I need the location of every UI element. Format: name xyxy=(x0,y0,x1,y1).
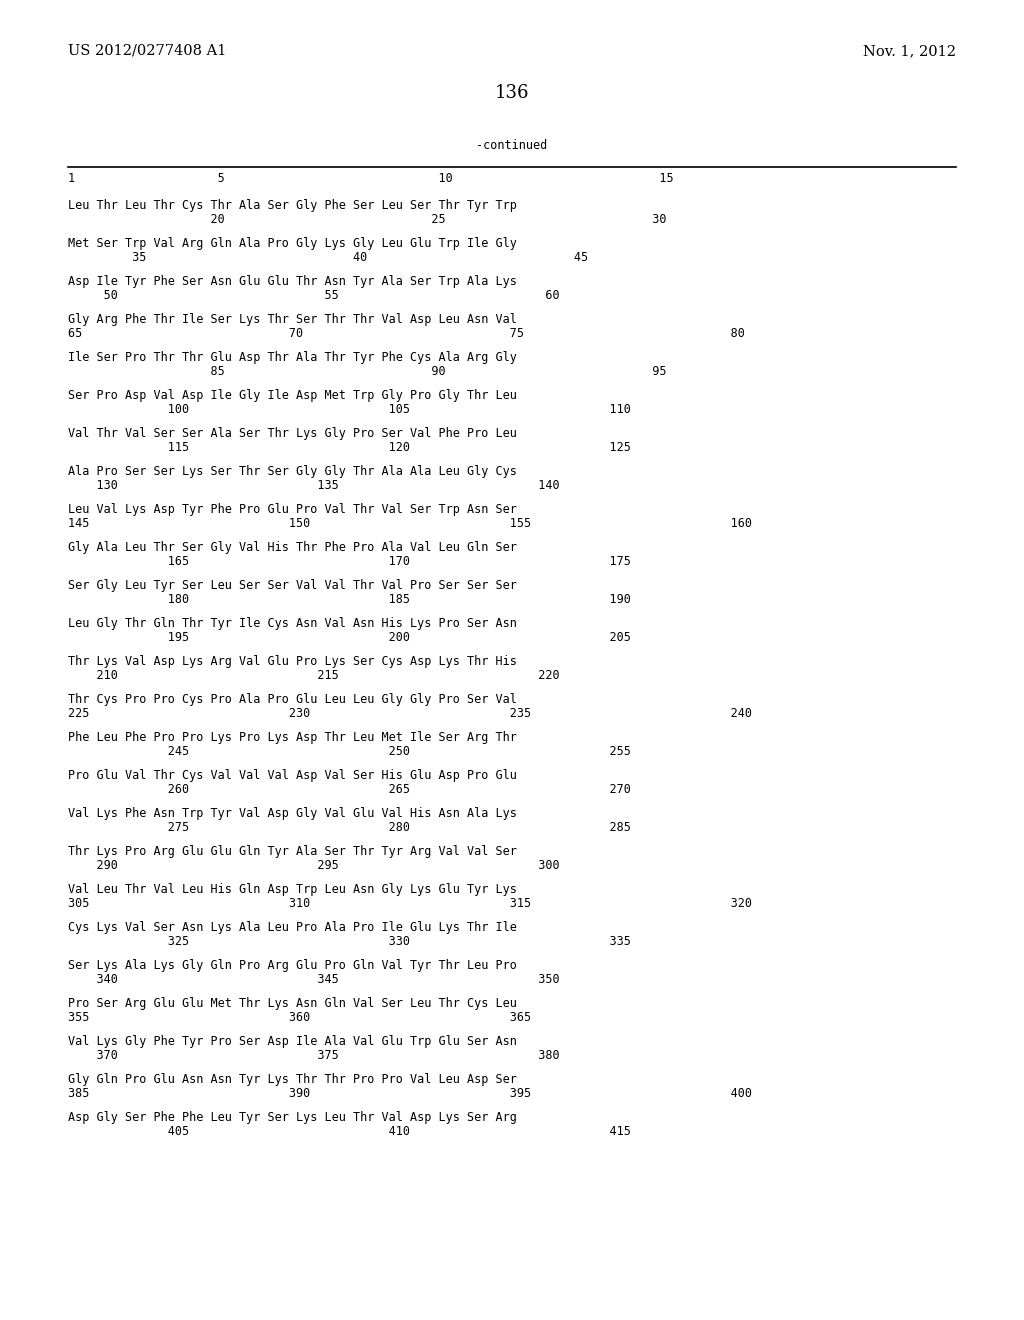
Text: 305                            310                            315               : 305 310 315 xyxy=(68,898,752,909)
Text: Met Ser Trp Val Arg Gln Ala Pro Gly Lys Gly Leu Glu Trp Ile Gly: Met Ser Trp Val Arg Gln Ala Pro Gly Lys … xyxy=(68,238,517,249)
Text: Asp Gly Ser Phe Phe Leu Tyr Ser Lys Leu Thr Val Asp Lys Ser Arg: Asp Gly Ser Phe Phe Leu Tyr Ser Lys Leu … xyxy=(68,1111,517,1125)
Text: 260                            265                            270: 260 265 270 xyxy=(68,783,631,796)
Text: 405                            410                            415: 405 410 415 xyxy=(68,1125,631,1138)
Text: Thr Lys Val Asp Lys Arg Val Glu Pro Lys Ser Cys Asp Lys Thr His: Thr Lys Val Asp Lys Arg Val Glu Pro Lys … xyxy=(68,655,517,668)
Text: Thr Lys Pro Arg Glu Glu Gln Tyr Ala Ser Thr Tyr Arg Val Val Ser: Thr Lys Pro Arg Glu Glu Gln Tyr Ala Ser … xyxy=(68,845,517,858)
Text: Gly Ala Leu Thr Ser Gly Val His Thr Phe Pro Ala Val Leu Gln Ser: Gly Ala Leu Thr Ser Gly Val His Thr Phe … xyxy=(68,541,517,554)
Text: -continued: -continued xyxy=(476,139,548,152)
Text: Gly Gln Pro Glu Asn Asn Tyr Lys Thr Thr Pro Pro Val Leu Asp Ser: Gly Gln Pro Glu Asn Asn Tyr Lys Thr Thr … xyxy=(68,1073,517,1086)
Text: Gly Arg Phe Thr Ile Ser Lys Thr Ser Thr Thr Val Asp Leu Asn Val: Gly Arg Phe Thr Ile Ser Lys Thr Ser Thr … xyxy=(68,313,517,326)
Text: 20                             25                             30: 20 25 30 xyxy=(68,213,667,226)
Text: 385                            390                            395               : 385 390 395 xyxy=(68,1086,752,1100)
Text: 65                             70                             75                : 65 70 75 xyxy=(68,327,744,341)
Text: 225                            230                            235               : 225 230 235 xyxy=(68,708,752,719)
Text: Phe Leu Phe Pro Pro Lys Pro Lys Asp Thr Leu Met Ile Ser Arg Thr: Phe Leu Phe Pro Pro Lys Pro Lys Asp Thr … xyxy=(68,731,517,744)
Text: Leu Gly Thr Gln Thr Tyr Ile Cys Asn Val Asn His Lys Pro Ser Asn: Leu Gly Thr Gln Thr Tyr Ile Cys Asn Val … xyxy=(68,616,517,630)
Text: 195                            200                            205: 195 200 205 xyxy=(68,631,631,644)
Text: 275                            280                            285: 275 280 285 xyxy=(68,821,631,834)
Text: Leu Thr Leu Thr Cys Thr Ala Ser Gly Phe Ser Leu Ser Thr Tyr Trp: Leu Thr Leu Thr Cys Thr Ala Ser Gly Phe … xyxy=(68,199,517,213)
Text: Pro Ser Arg Glu Glu Met Thr Lys Asn Gln Val Ser Leu Thr Cys Leu: Pro Ser Arg Glu Glu Met Thr Lys Asn Gln … xyxy=(68,997,517,1010)
Text: Ser Gly Leu Tyr Ser Leu Ser Ser Val Val Thr Val Pro Ser Ser Ser: Ser Gly Leu Tyr Ser Leu Ser Ser Val Val … xyxy=(68,579,517,591)
Text: Nov. 1, 2012: Nov. 1, 2012 xyxy=(863,44,956,58)
Text: 35                             40                             45: 35 40 45 xyxy=(68,251,588,264)
Text: 136: 136 xyxy=(495,84,529,102)
Text: 145                            150                            155               : 145 150 155 xyxy=(68,517,752,531)
Text: 340                            345                            350: 340 345 350 xyxy=(68,973,560,986)
Text: Ile Ser Pro Thr Thr Glu Asp Thr Ala Thr Tyr Phe Cys Ala Arg Gly: Ile Ser Pro Thr Thr Glu Asp Thr Ala Thr … xyxy=(68,351,517,364)
Text: US 2012/0277408 A1: US 2012/0277408 A1 xyxy=(68,44,226,58)
Text: Ser Lys Ala Lys Gly Gln Pro Arg Glu Pro Gln Val Tyr Thr Leu Pro: Ser Lys Ala Lys Gly Gln Pro Arg Glu Pro … xyxy=(68,960,517,972)
Text: Asp Ile Tyr Phe Ser Asn Glu Glu Thr Asn Tyr Ala Ser Trp Ala Lys: Asp Ile Tyr Phe Ser Asn Glu Glu Thr Asn … xyxy=(68,275,517,288)
Text: 115                            120                            125: 115 120 125 xyxy=(68,441,631,454)
Text: 245                            250                            255: 245 250 255 xyxy=(68,744,631,758)
Text: 85                             90                             95: 85 90 95 xyxy=(68,366,667,378)
Text: 325                            330                            335: 325 330 335 xyxy=(68,935,631,948)
Text: Thr Cys Pro Pro Cys Pro Ala Pro Glu Leu Leu Gly Gly Pro Ser Val: Thr Cys Pro Pro Cys Pro Ala Pro Glu Leu … xyxy=(68,693,517,706)
Text: 165                            170                            175: 165 170 175 xyxy=(68,554,631,568)
Text: Val Lys Gly Phe Tyr Pro Ser Asp Ile Ala Val Glu Trp Glu Ser Asn: Val Lys Gly Phe Tyr Pro Ser Asp Ile Ala … xyxy=(68,1035,517,1048)
Text: Val Leu Thr Val Leu His Gln Asp Trp Leu Asn Gly Lys Glu Tyr Lys: Val Leu Thr Val Leu His Gln Asp Trp Leu … xyxy=(68,883,517,896)
Text: Ser Pro Asp Val Asp Ile Gly Ile Asp Met Trp Gly Pro Gly Thr Leu: Ser Pro Asp Val Asp Ile Gly Ile Asp Met … xyxy=(68,389,517,403)
Text: 130                            135                            140: 130 135 140 xyxy=(68,479,560,492)
Text: Leu Val Lys Asp Tyr Phe Pro Glu Pro Val Thr Val Ser Trp Asn Ser: Leu Val Lys Asp Tyr Phe Pro Glu Pro Val … xyxy=(68,503,517,516)
Text: 290                            295                            300: 290 295 300 xyxy=(68,859,560,873)
Text: 1                    5                              10                          : 1 5 10 xyxy=(68,172,674,185)
Text: 370                            375                            380: 370 375 380 xyxy=(68,1049,560,1063)
Text: 180                            185                            190: 180 185 190 xyxy=(68,593,631,606)
Text: Val Lys Phe Asn Trp Tyr Val Asp Gly Val Glu Val His Asn Ala Lys: Val Lys Phe Asn Trp Tyr Val Asp Gly Val … xyxy=(68,807,517,820)
Text: 50                             55                             60: 50 55 60 xyxy=(68,289,560,302)
Text: 210                            215                            220: 210 215 220 xyxy=(68,669,560,682)
Text: Val Thr Val Ser Ser Ala Ser Thr Lys Gly Pro Ser Val Phe Pro Leu: Val Thr Val Ser Ser Ala Ser Thr Lys Gly … xyxy=(68,426,517,440)
Text: Cys Lys Val Ser Asn Lys Ala Leu Pro Ala Pro Ile Glu Lys Thr Ile: Cys Lys Val Ser Asn Lys Ala Leu Pro Ala … xyxy=(68,921,517,935)
Text: Ala Pro Ser Ser Lys Ser Thr Ser Gly Gly Thr Ala Ala Leu Gly Cys: Ala Pro Ser Ser Lys Ser Thr Ser Gly Gly … xyxy=(68,465,517,478)
Text: 355                            360                            365: 355 360 365 xyxy=(68,1011,531,1024)
Text: 100                            105                            110: 100 105 110 xyxy=(68,403,631,416)
Text: Pro Glu Val Thr Cys Val Val Val Asp Val Ser His Glu Asp Pro Glu: Pro Glu Val Thr Cys Val Val Val Asp Val … xyxy=(68,770,517,781)
